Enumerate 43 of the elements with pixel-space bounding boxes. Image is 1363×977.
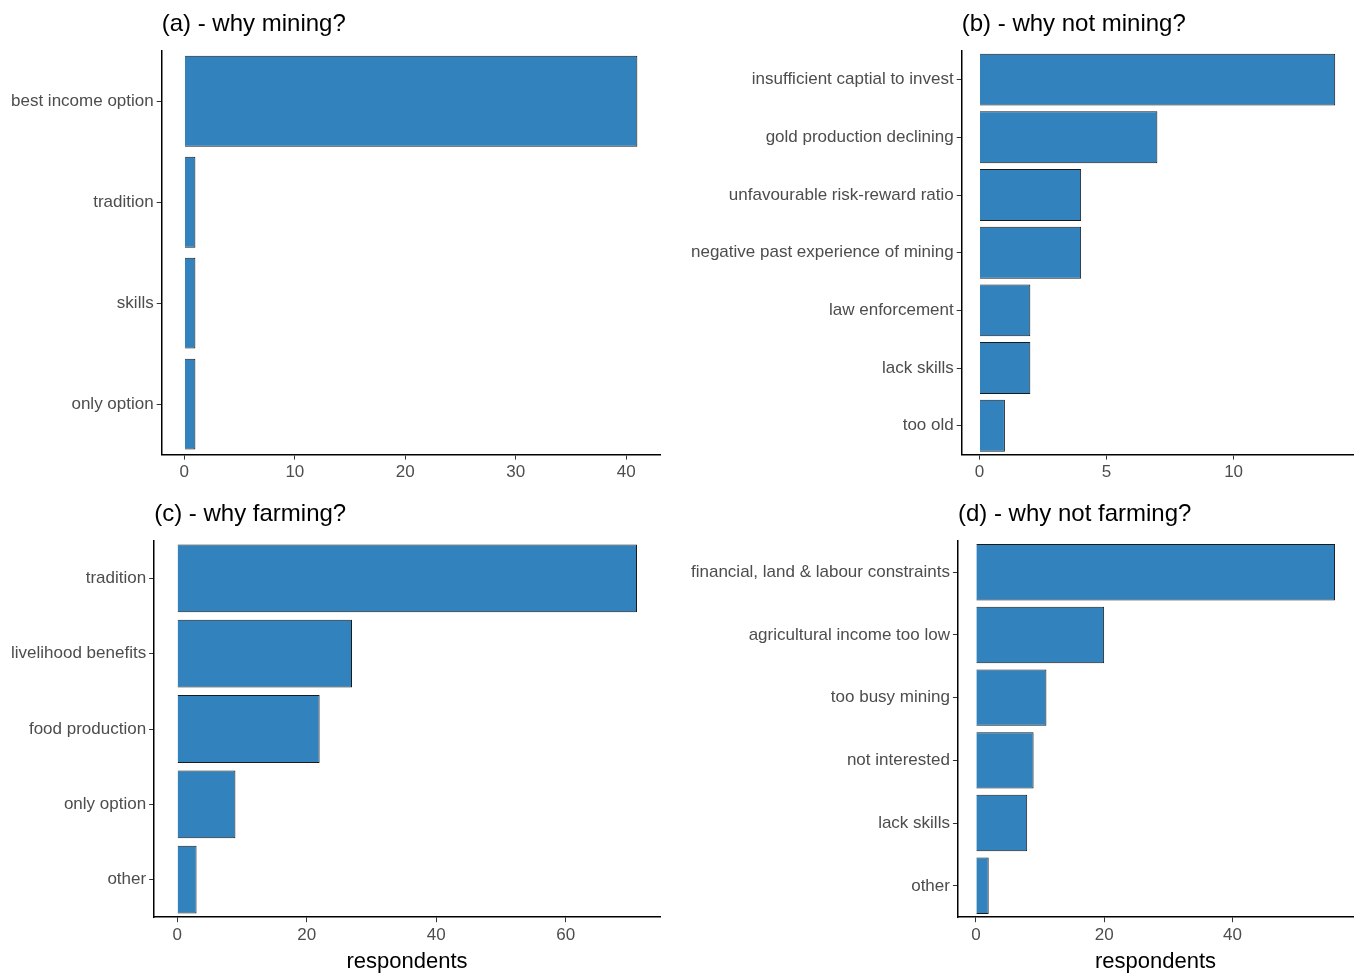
chart-title: (d) - why not farming?: [957, 499, 1192, 527]
x-tick-label: 20: [395, 462, 415, 482]
x-tick-label: 20: [1094, 925, 1114, 945]
y-tick-label: tradition: [85, 568, 147, 588]
chart-title: (b) - why not mining?: [961, 9, 1186, 37]
y-tick-label: insufficient captial to invest: [751, 69, 954, 89]
x-tick-label: 30: [506, 462, 526, 482]
y-tick-label: tradition: [93, 191, 154, 211]
x-tick-label: 10: [285, 462, 305, 482]
y-tick-label: unfavourable risk-reward ratio: [728, 184, 954, 204]
y-tick-label: gold production declining: [765, 127, 954, 147]
y-tick-label: only option: [71, 393, 154, 413]
y-tick-label: law enforcement: [828, 300, 954, 320]
y-tick-label: financial, land & labour constraints: [690, 561, 950, 581]
y-tick-label: lack skills: [881, 357, 954, 377]
y-tick-label: other: [107, 869, 147, 889]
x-tick-label: 5: [1101, 462, 1112, 482]
x-tick-label: 20: [297, 925, 317, 945]
x-tick-label: 60: [556, 925, 576, 945]
y-tick-label: lack skills: [878, 812, 950, 832]
x-tick-label: 10: [1224, 462, 1244, 482]
y-tick-label: too old: [902, 415, 954, 435]
chart-title: (c) - why farming?: [154, 499, 347, 527]
x-tick-label: 0: [179, 462, 190, 482]
x-axis-title: respondents: [346, 947, 468, 973]
x-tick-label: 40: [426, 925, 446, 945]
chart-title: (a) - why mining?: [161, 9, 346, 37]
x-axis-title: respondents: [1094, 947, 1217, 973]
x-tick-label: 0: [172, 925, 182, 945]
y-tick-label: skills: [116, 292, 154, 312]
y-tick-label: negative past experience of mining: [690, 242, 954, 262]
y-tick-label: food production: [28, 718, 147, 738]
x-tick-label: 40: [1222, 925, 1242, 945]
y-tick-label: best income option: [11, 90, 154, 110]
y-tick-label: only option: [63, 793, 147, 813]
x-tick-label: 40: [616, 462, 636, 482]
y-tick-label: livelihood benefits: [10, 643, 147, 663]
y-tick-label: agricultural income too low: [748, 624, 951, 644]
x-tick-label: 0: [974, 462, 985, 482]
y-tick-label: too busy mining: [830, 687, 950, 707]
y-tick-label: other: [911, 875, 951, 895]
x-tick-label: 0: [971, 925, 981, 945]
y-tick-label: not interested: [846, 750, 950, 770]
